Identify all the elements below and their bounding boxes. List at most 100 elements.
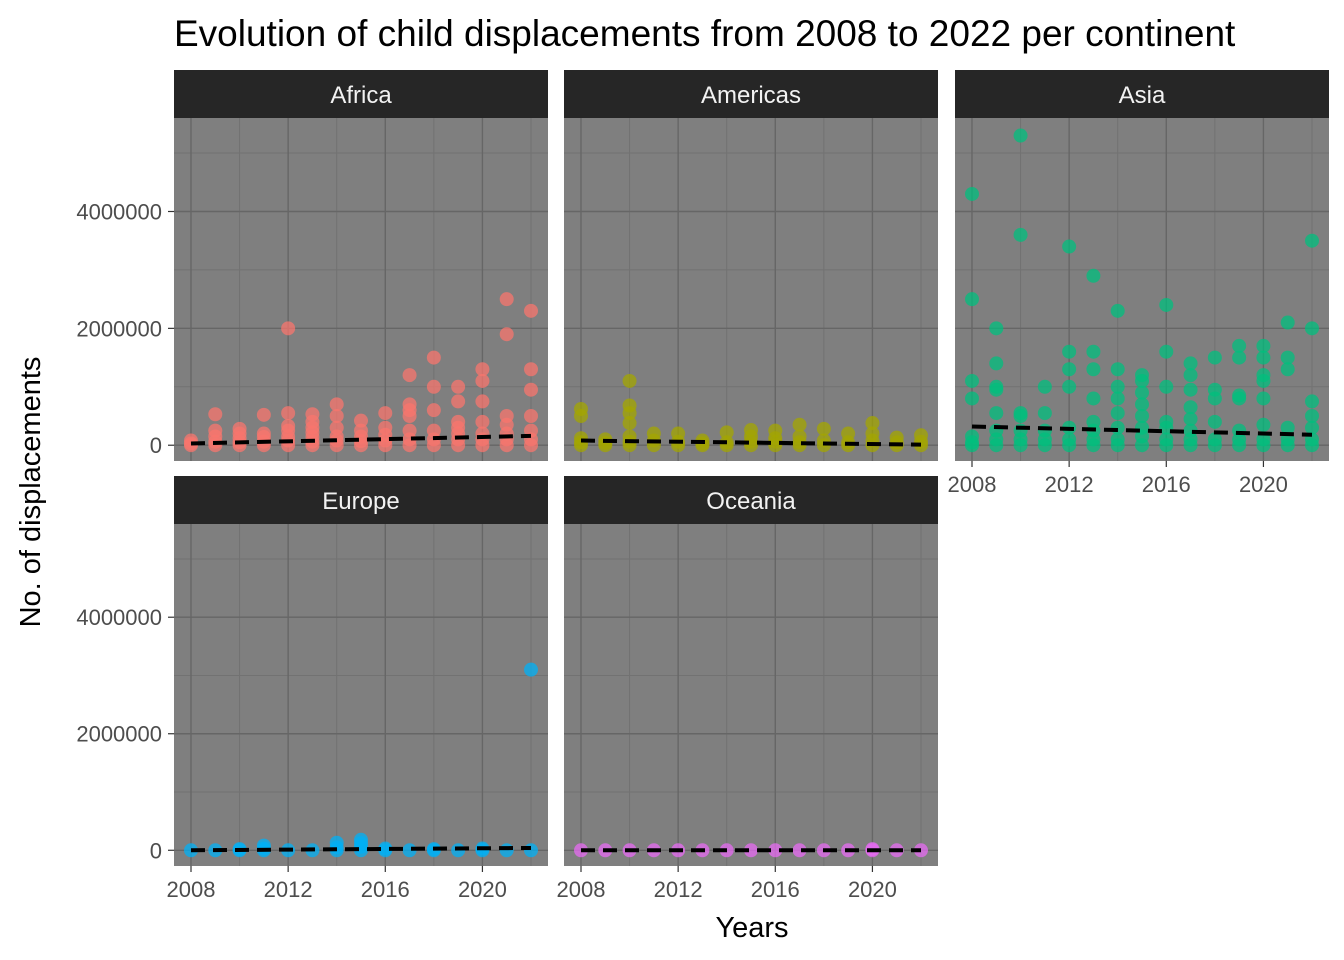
data-point [426, 379, 441, 394]
data-point [965, 391, 979, 406]
x-tick-label: 2012 [654, 877, 703, 902]
data-point [329, 835, 344, 850]
data-point [1305, 420, 1319, 435]
data-point [989, 321, 1004, 336]
plot-background [564, 118, 938, 461]
data-point [1256, 391, 1271, 406]
data-point [768, 843, 783, 858]
plot-background [564, 524, 938, 866]
x-tick-label: 2008 [557, 877, 606, 902]
data-point [1280, 420, 1295, 435]
data-point [281, 406, 296, 421]
y-tick-label: 4000000 [76, 605, 162, 630]
data-point [1280, 362, 1295, 377]
data-point [1183, 411, 1198, 426]
data-point [402, 368, 417, 383]
data-point [402, 397, 417, 412]
facet-panel-oceania: Oceania 2008 2012 2016 2020 [557, 476, 938, 902]
data-point [1062, 344, 1077, 359]
data-point [792, 429, 807, 444]
data-point [1232, 423, 1247, 438]
y-axis-title: No. of displacements [15, 357, 47, 628]
x-tick-label: 2020 [1239, 472, 1288, 497]
data-point [1110, 420, 1125, 435]
data-point [574, 431, 588, 446]
data-point [426, 403, 441, 418]
data-point [574, 401, 588, 416]
data-point [1280, 315, 1295, 330]
data-point [1256, 350, 1271, 365]
data-point [744, 423, 758, 438]
data-point [1013, 227, 1028, 242]
data-point [1159, 344, 1174, 359]
plot-background [174, 524, 548, 866]
data-point [378, 420, 393, 435]
data-point [499, 843, 514, 858]
data-point [499, 292, 514, 307]
trend-line [971, 424, 1313, 437]
data-point [1183, 400, 1198, 415]
data-point [451, 414, 466, 429]
facet-panels: Africa 0 2000000 4000000 Americas Asia 2008 201… [76, 70, 1329, 902]
data-point [965, 292, 979, 307]
data-point [305, 407, 320, 422]
data-point [816, 421, 831, 436]
data-point [1207, 382, 1222, 397]
data-point [1232, 350, 1247, 365]
x-tick-label: 2008 [948, 472, 997, 497]
data-point [1062, 432, 1077, 447]
facet-panel-americas: Americas [564, 70, 938, 461]
data-point [865, 426, 880, 441]
data-point [475, 414, 490, 429]
facet-panel-europe: Europe 0 2000000 4000000 2008 2012 2016 2020 [76, 476, 548, 902]
data-point [524, 843, 538, 858]
data-point [208, 423, 223, 438]
facet-strip [174, 476, 548, 524]
data-point [1159, 297, 1174, 312]
facet-strip [955, 70, 1329, 118]
y-tick-label: 2000000 [76, 316, 162, 341]
data-point [256, 426, 271, 441]
data-point [208, 407, 223, 422]
data-point [1232, 388, 1247, 403]
data-point [499, 327, 514, 342]
data-point [1135, 368, 1149, 383]
data-point [1256, 368, 1271, 383]
data-point [622, 373, 637, 388]
data-point [329, 420, 344, 435]
data-point [451, 379, 466, 394]
data-point [989, 379, 1004, 394]
data-point [1256, 338, 1271, 353]
data-point [1183, 356, 1198, 371]
data-point [1110, 379, 1125, 394]
data-point [1305, 394, 1319, 409]
data-point [1305, 409, 1319, 424]
x-tick-label: 2020 [458, 877, 507, 902]
facet-strip [564, 476, 938, 524]
data-point [499, 409, 514, 424]
data-point [671, 426, 686, 441]
x-tick-label: 2008 [167, 877, 216, 902]
data-point [1013, 128, 1028, 143]
plot-background [174, 118, 548, 461]
data-point [475, 394, 490, 409]
data-point [1207, 414, 1222, 429]
data-point [1207, 350, 1222, 365]
x-tick-label: 2012 [1045, 472, 1094, 497]
data-point [1013, 406, 1028, 421]
data-point [1110, 391, 1125, 406]
data-point [524, 303, 538, 318]
data-point [524, 382, 538, 397]
data-point [768, 423, 783, 438]
data-point [865, 416, 880, 431]
data-point [965, 429, 979, 444]
facet-strip [174, 70, 548, 118]
data-point [1183, 382, 1198, 397]
trend-line [190, 433, 532, 446]
points-asia [965, 128, 1319, 453]
data-point [1135, 409, 1149, 424]
data-point [1207, 432, 1222, 447]
data-point [744, 843, 758, 858]
data-point [1037, 406, 1052, 421]
